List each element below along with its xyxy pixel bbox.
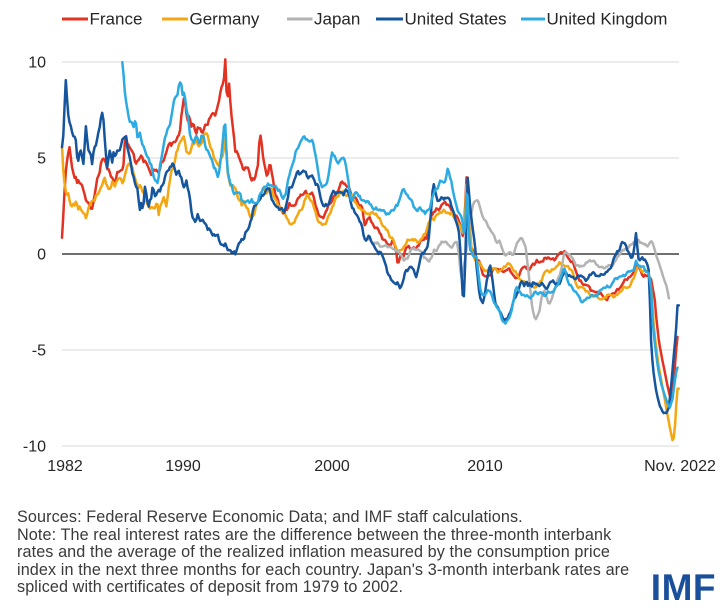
svg-text:5: 5	[37, 151, 46, 168]
svg-text:1982: 1982	[47, 458, 83, 475]
svg-text:United States: United States	[405, 10, 507, 29]
svg-text:0: 0	[37, 247, 46, 264]
svg-text:-5: -5	[32, 343, 46, 360]
svg-text:10: 10	[28, 55, 46, 72]
svg-text:United Kingdom: United Kingdom	[547, 10, 668, 29]
svg-text:Nov. 2022: Nov. 2022	[644, 458, 716, 475]
svg-text:Germany: Germany	[190, 10, 260, 29]
svg-text:France: France	[90, 10, 143, 29]
svg-text:1990: 1990	[165, 458, 201, 475]
svg-text:2000: 2000	[314, 458, 350, 475]
svg-text:IMF: IMF	[651, 567, 716, 607]
svg-text:Japan: Japan	[314, 10, 360, 29]
svg-text:-10: -10	[23, 439, 46, 456]
svg-text:2010: 2010	[467, 458, 503, 475]
